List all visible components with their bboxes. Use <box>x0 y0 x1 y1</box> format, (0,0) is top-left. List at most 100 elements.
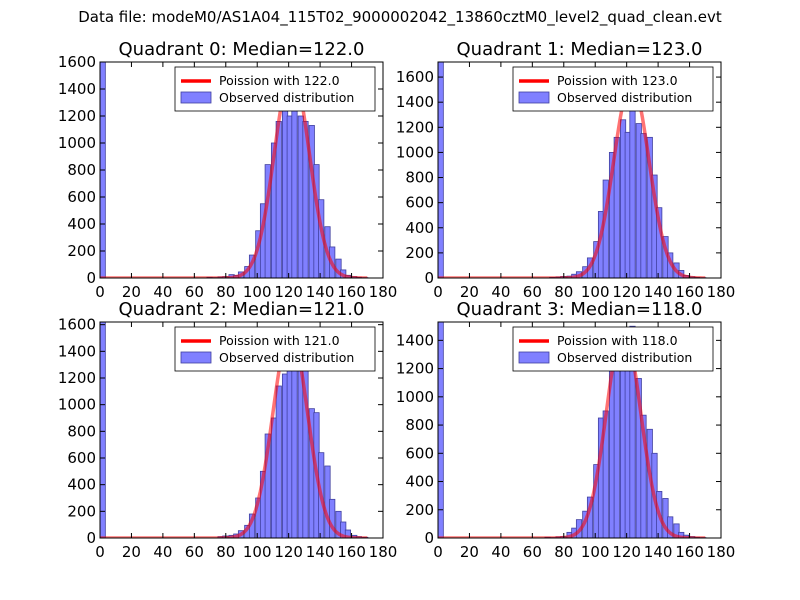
x-tick-label: 40 <box>153 543 172 561</box>
x-tick-label: 20 <box>122 283 141 301</box>
x-tick-label: 80 <box>554 543 573 561</box>
x-tick-label: 160 <box>337 283 366 301</box>
quadrant-2-panel: 0 20 40 60 80 100 120 140 160 180 0 200 400 600 800 100… <box>58 299 398 561</box>
y-tick-label: 0 <box>86 269 96 287</box>
y-tick-label: 0 <box>86 529 96 547</box>
plot-area <box>100 322 369 538</box>
quadrant-1-panel: 0 20 40 60 80 100 120 140 160 180 0 200 400 600 800 100… <box>396 39 736 301</box>
legend-bar-label: Observed distribution <box>219 350 354 365</box>
poisson-fit-line <box>100 329 368 538</box>
x-tick-label: 20 <box>460 283 479 301</box>
x-tick-label: 160 <box>337 543 366 561</box>
y-tick-label: 200 <box>67 502 96 520</box>
histogram-bar <box>264 433 271 538</box>
y-tick-label: 400 <box>405 219 434 237</box>
histogram-bar <box>438 62 444 278</box>
x-tick-label: 180 <box>369 543 398 561</box>
x-tick-label: 0 <box>433 283 443 301</box>
histogram-bar <box>438 322 444 538</box>
x-tick-label: 60 <box>523 543 542 561</box>
x-tick-label: 100 <box>581 543 610 561</box>
legend-fit-label: Poission with 122.0 <box>219 73 340 88</box>
histogram-bar <box>613 354 620 538</box>
x-tick-label: 60 <box>185 543 204 561</box>
y-tick-label: 600 <box>67 449 96 467</box>
y-tick-label: 1000 <box>396 143 434 161</box>
x-tick-label: 160 <box>675 283 704 301</box>
legend-box <box>174 66 376 112</box>
poisson-fit-line <box>438 80 706 278</box>
x-tick-label: 140 <box>644 283 673 301</box>
quadrant-3-panel: 0 20 40 60 80 100 120 140 160 180 0 200 400 600 800 100… <box>396 299 736 561</box>
y-tick-label: 1000 <box>58 134 96 152</box>
x-tick-label: 100 <box>243 543 272 561</box>
histogram-bar <box>640 133 647 278</box>
x-tick-label: 0 <box>95 543 105 561</box>
y-tick-label: 600 <box>67 188 96 206</box>
panel-title: Quadrant 1: Median=123.0 <box>457 39 703 60</box>
x-tick-label: 0 <box>95 283 105 301</box>
x-tick-label: 120 <box>274 543 303 561</box>
x-tick-label: 80 <box>216 543 235 561</box>
x-tick-label: 20 <box>460 543 479 561</box>
legend-bar-label: Observed distribution <box>219 90 354 105</box>
legend-bar-swatch <box>518 91 550 104</box>
x-tick-label: 40 <box>491 283 510 301</box>
x-tick-label: 60 <box>185 283 204 301</box>
x-tick-label: 80 <box>216 283 235 301</box>
y-tick-label: 1000 <box>58 396 96 414</box>
y-tick-label: 400 <box>67 476 96 494</box>
y-tick-label: 200 <box>405 501 434 519</box>
histogram-bar <box>344 529 352 538</box>
x-tick-label: 140 <box>306 543 335 561</box>
x-tick-label: 100 <box>243 283 272 301</box>
y-tick-label: 800 <box>405 169 434 187</box>
legend-box <box>174 326 376 372</box>
y-tick-label: 1200 <box>58 369 96 387</box>
panel-title: Quadrant 2: Median=121.0 <box>119 299 365 320</box>
legend-bar-swatch <box>180 351 212 364</box>
x-tick-label: 160 <box>675 543 704 561</box>
x-tick-label: 40 <box>491 543 510 561</box>
histogram-bar <box>640 414 647 538</box>
histogram-bar <box>275 385 282 538</box>
y-tick-label: 400 <box>67 215 96 233</box>
legend-box <box>512 326 714 372</box>
x-tick-label: 180 <box>707 283 736 301</box>
poisson-fit-line <box>100 68 368 278</box>
y-tick-label: 1400 <box>396 93 434 111</box>
legend-bar-swatch <box>518 351 550 364</box>
histogram-bar <box>291 365 298 538</box>
y-tick-label: 0 <box>424 269 434 287</box>
x-tick-label: 20 <box>122 543 141 561</box>
y-tick-label: 600 <box>405 444 434 462</box>
y-tick-label: 1200 <box>58 107 96 125</box>
y-tick-label: 1600 <box>58 53 96 71</box>
y-tick-label: 1600 <box>58 316 96 334</box>
x-tick-label: 120 <box>274 283 303 301</box>
x-tick-label: 140 <box>644 543 673 561</box>
x-tick-label: 120 <box>612 543 641 561</box>
legend-fit-label: Poission with 123.0 <box>557 73 678 88</box>
y-tick-label: 1200 <box>396 118 434 136</box>
y-tick-label: 800 <box>405 416 434 434</box>
x-tick-label: 0 <box>433 543 443 561</box>
x-tick-label: 60 <box>523 283 542 301</box>
x-tick-label: 100 <box>581 283 610 301</box>
y-tick-label: 800 <box>67 422 96 440</box>
figure-suptitle: Data file: modeM0/AS1A04_115T02_90000020… <box>78 8 722 26</box>
y-tick-label: 1400 <box>396 331 434 349</box>
x-tick-label: 140 <box>306 283 335 301</box>
plot-area <box>100 62 369 278</box>
y-tick-label: 400 <box>405 473 434 491</box>
x-tick-label: 40 <box>153 283 172 301</box>
y-tick-label: 1200 <box>396 360 434 378</box>
axes-frame <box>99 321 384 539</box>
histogram-bar <box>667 516 674 538</box>
y-tick-label: 200 <box>405 244 434 262</box>
x-tick-label: 180 <box>369 283 398 301</box>
legend-bar-label: Observed distribution <box>557 90 692 105</box>
y-tick-label: 1400 <box>58 342 96 360</box>
y-tick-label: 1000 <box>396 388 434 406</box>
legend-box <box>512 66 714 112</box>
